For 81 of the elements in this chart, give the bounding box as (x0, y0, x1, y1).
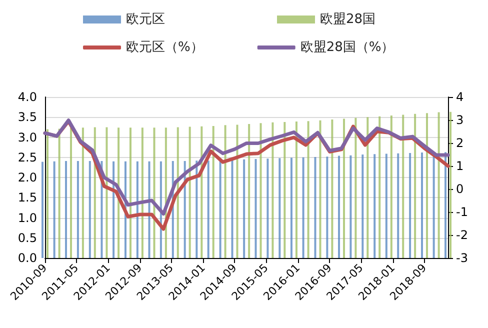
bar (302, 157, 304, 258)
bar (366, 117, 369, 258)
bar (58, 128, 60, 258)
bar (426, 113, 428, 258)
y-tick-label: 4.0 (18, 90, 37, 104)
bar (254, 158, 257, 258)
bar (450, 112, 452, 258)
bar (136, 161, 138, 258)
bar (53, 161, 56, 258)
bar (88, 161, 91, 258)
bar (350, 155, 352, 258)
y-tick-label: 2.5 (18, 150, 37, 164)
bar (224, 125, 226, 258)
bar (112, 161, 115, 258)
bar (266, 158, 269, 258)
bar (148, 161, 150, 258)
bar (331, 120, 334, 258)
bar (70, 128, 72, 258)
y2-tick-label: 1 (456, 159, 464, 173)
bar (290, 158, 292, 258)
bar (284, 122, 286, 258)
bar (338, 156, 340, 258)
y2-tick-label: -2 (456, 228, 468, 242)
bar (438, 112, 440, 258)
bar (314, 156, 316, 258)
legend-label: 欧盟28国（%） (300, 40, 394, 55)
bar (378, 116, 381, 258)
bar (207, 160, 210, 258)
y-tick-label: 0.5 (18, 230, 37, 245)
bar (414, 114, 416, 258)
bar (319, 120, 322, 258)
bar (272, 122, 274, 258)
bar (444, 152, 446, 258)
bar (354, 118, 357, 258)
y-tick-label: 1.0 (18, 210, 37, 225)
bar (106, 127, 108, 258)
y-tick-label: 3.5 (18, 110, 37, 124)
bar (153, 128, 156, 258)
y-tick-label: 1.5 (18, 190, 37, 205)
bar (248, 124, 250, 258)
y-tick-label: 2.0 (18, 170, 37, 184)
bar (129, 128, 132, 258)
legend-label: 欧盟28国 (320, 12, 376, 27)
bar (236, 124, 238, 258)
bar (65, 161, 68, 258)
y2-tick-label: 0 (456, 182, 464, 196)
bar (76, 161, 79, 258)
bar (295, 122, 298, 258)
bar (260, 123, 262, 258)
bar (362, 154, 364, 258)
bar (42, 162, 44, 258)
bar (141, 128, 144, 258)
bar (374, 154, 376, 258)
bar (231, 160, 234, 258)
legend-label: 欧元区（%） (126, 40, 204, 55)
bar (243, 159, 246, 258)
bar (219, 160, 222, 258)
y2-tick-label: 3 (456, 113, 464, 127)
bar (390, 116, 392, 258)
bar (397, 153, 400, 258)
y-tick-label: 0.0 (18, 251, 37, 265)
bar (307, 121, 310, 258)
bar (343, 118, 346, 258)
bar (326, 156, 328, 258)
y-tick-label: 3.0 (18, 130, 37, 144)
y2-tick-label: 4 (456, 90, 464, 104)
bar (420, 152, 423, 258)
y2-tick-label: -3 (456, 251, 468, 265)
bar (402, 114, 404, 258)
bar (409, 152, 412, 258)
bar (278, 158, 281, 258)
bar (82, 128, 84, 258)
bar (46, 129, 48, 258)
y2-tick-label: -1 (456, 205, 468, 219)
legend-label: 欧元区 (126, 12, 165, 27)
y2-tick-label: 2 (456, 136, 464, 150)
bar (188, 126, 191, 258)
bar (196, 160, 198, 258)
bar (212, 126, 214, 258)
bar (385, 154, 388, 258)
bar (176, 127, 179, 258)
